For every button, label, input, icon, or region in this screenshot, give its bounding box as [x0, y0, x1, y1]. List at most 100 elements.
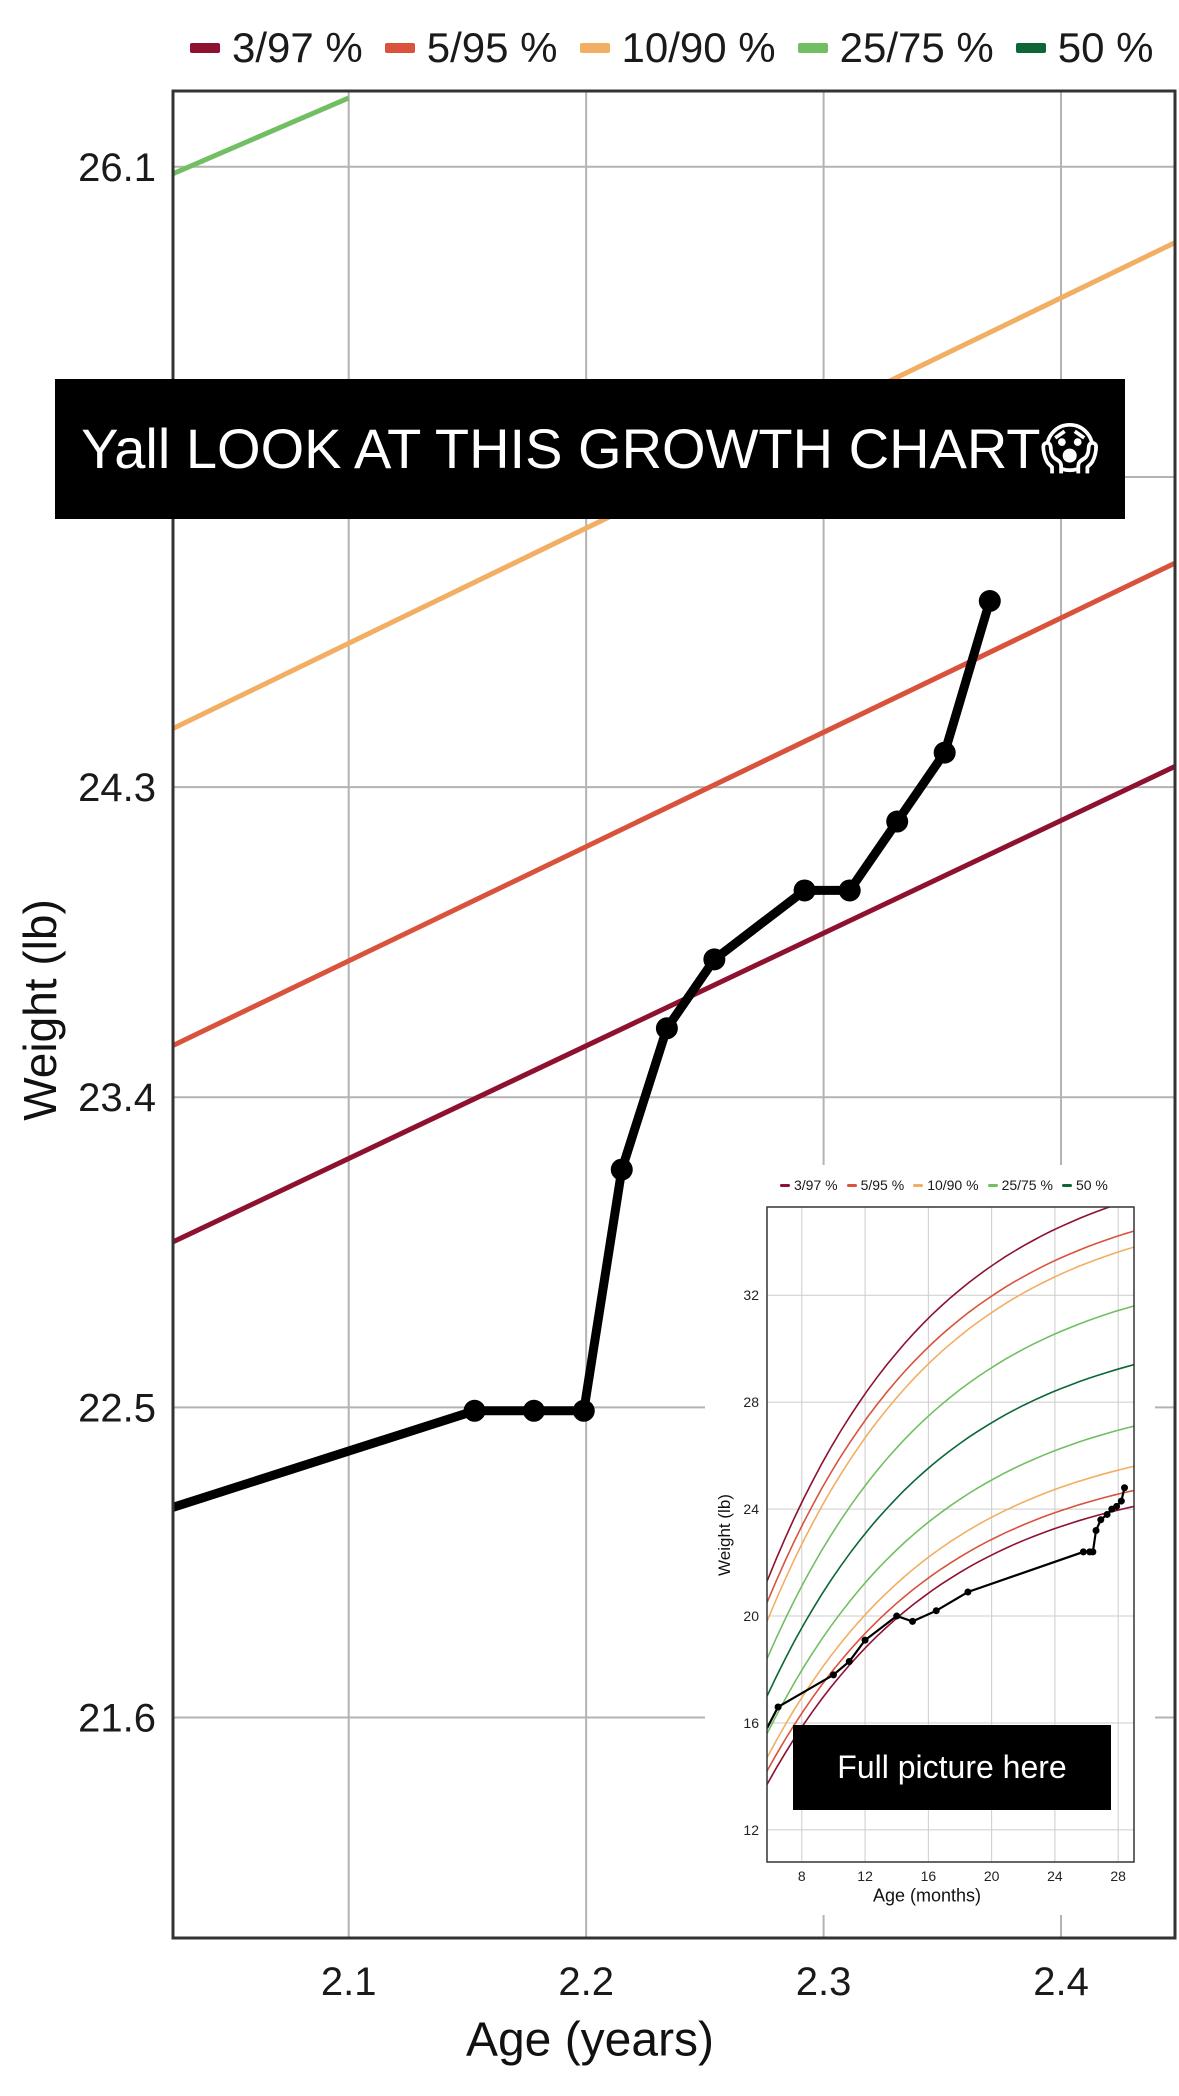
legend-swatch: [190, 43, 220, 53]
inset-y-tick-label: 28: [743, 1394, 759, 1410]
legend-swatch: [846, 1183, 857, 1187]
x-axis-label: Age (years): [465, 2013, 715, 2067]
inset-plot-frame: [766, 1206, 1135, 1863]
x-tick-label: 2.3: [796, 1960, 852, 2004]
data-point: [610, 1158, 633, 1181]
data-point: [886, 810, 909, 833]
percentile-line: [173, 764, 1175, 1245]
inset-y-tick-label: 32: [743, 1287, 759, 1303]
legend-swatch: [913, 1183, 924, 1187]
inset-plot-area: [767, 1207, 1134, 1785]
x-tick-label: 2.4: [1033, 1960, 1089, 2004]
inset-percentile-curve: [767, 1207, 1112, 1582]
data-point: [655, 1017, 678, 1040]
legend-label: 5/95 %: [860, 1177, 905, 1193]
inset-x-tick-label: 8: [798, 1868, 806, 1884]
inset-percentile-curve: [767, 1505, 1134, 1785]
inset-data-point: [1113, 1502, 1121, 1510]
inset-x-axis-label: Age (months): [872, 1885, 982, 1906]
y-tick-label: 26.1: [78, 146, 156, 190]
data-point: [522, 1399, 545, 1422]
legend-label: 25/75 %: [1001, 1177, 1053, 1193]
inset-data-point: [1092, 1526, 1100, 1534]
percentile-line: [173, 95, 350, 176]
legend-label: 5/95 %: [426, 24, 558, 71]
legend-label: 3/97 %: [232, 24, 363, 71]
inset-data-point: [893, 1612, 901, 1620]
inset-percentile-curve: [767, 1246, 1134, 1622]
data-point: [933, 741, 956, 764]
legend-swatch: [384, 43, 415, 53]
data-point: [978, 589, 1001, 612]
plot-frame: [171, 89, 1177, 1940]
inset-chart-plot: 12 16 20 24 28 32 8 12 16 20 24 28: [743, 1206, 1135, 1884]
legend-item: 25/75 %: [987, 1177, 1053, 1193]
inset-data-point: [1089, 1548, 1097, 1556]
inset-y-axis-label: Weight (lb): [715, 1494, 734, 1576]
inset-data-point: [1117, 1497, 1125, 1505]
inset-data-point: [1103, 1510, 1111, 1518]
inset-x-tick-label: 12: [857, 1868, 873, 1884]
legend-label: 50 %: [1075, 1177, 1108, 1193]
legend-item: 50 %: [1015, 24, 1154, 72]
legend-item: 10/90 %: [913, 1177, 979, 1193]
inset-data-point: [1079, 1548, 1087, 1556]
inset-data-point: [1121, 1484, 1129, 1492]
inset-data-point: [845, 1657, 853, 1665]
y-tick-label: 21.6: [78, 1696, 156, 1740]
inset-y-tick-label: 24: [743, 1501, 759, 1517]
x-tick-label: 2.1: [321, 1960, 377, 2004]
percentile-line: [173, 560, 1175, 1048]
legend-label: 10/90 %: [927, 1177, 979, 1193]
legend-label: 25/75 %: [839, 24, 994, 71]
inset-y-tick-label: 20: [743, 1608, 759, 1624]
y-axis-label: Weight (lb): [14, 899, 66, 1121]
legend-swatch: [780, 1183, 790, 1187]
legend-swatch: [1015, 43, 1046, 53]
legend-label: 3/97 %: [794, 1177, 838, 1193]
legend-item: 10/90 %: [579, 24, 776, 72]
inset-data-point: [964, 1588, 972, 1596]
data-point: [703, 948, 726, 971]
legend: 3/97 % 5/95 % 10/90 % 25/75 % 50 %: [190, 18, 1154, 78]
caption-banner: Yall LOOK AT THIS GROWTH CHART😱: [55, 379, 1125, 519]
inset-legend: 3/97 % 5/95 % 10/90 % 25/75 % 50 %: [780, 1177, 1108, 1193]
inset-percentile-curve: [767, 1489, 1134, 1772]
inset-data-point: [909, 1617, 917, 1625]
legend-swatch: [987, 1183, 998, 1187]
inset-percentile-curve: [767, 1230, 1134, 1604]
legend-item: 50 %: [1061, 1177, 1108, 1193]
data-point: [463, 1399, 486, 1422]
inset-y-tick-label: 12: [743, 1822, 759, 1838]
inset-data-point: [1097, 1516, 1105, 1524]
inset-full-chart: 12 16 20 24 28 32 8 12 16 20 24 28 3/97 % 5/95 % 10/9…: [705, 1165, 1155, 1915]
legend-label: 50 %: [1057, 24, 1154, 71]
inset-x-tick-label: 20: [984, 1868, 1000, 1884]
legend-item: 3/97 %: [190, 24, 363, 72]
y-tick-label: 22.5: [78, 1386, 156, 1430]
data-point: [793, 879, 816, 902]
inset-percentile-curve: [767, 1425, 1134, 1735]
legend-item: 25/75 %: [797, 24, 994, 72]
inset-data-point: [774, 1703, 782, 1711]
inset-y-tick-label: 16: [743, 1715, 759, 1731]
y-tick-label: 23.4: [78, 1076, 156, 1120]
legend-item: 5/95 %: [384, 24, 558, 72]
inset-x-tick-label: 16: [921, 1868, 937, 1884]
y-tick-label: 24.3: [78, 766, 156, 810]
inset-x-tick-label: 28: [1110, 1868, 1126, 1884]
inset-x-tick-label: 24: [1047, 1868, 1063, 1884]
x-tick-label: 2.2: [558, 1960, 614, 2004]
legend-swatch: [797, 43, 828, 53]
legend-swatch: [1061, 1183, 1072, 1187]
data-point: [838, 879, 861, 902]
inset-data-point: [861, 1636, 869, 1644]
legend-label: 10/90 %: [621, 24, 776, 71]
data-point: [572, 1399, 595, 1422]
legend-swatch: [579, 43, 610, 53]
inset-percentile-curve: [767, 1363, 1134, 1697]
inset-caption-banner: Full picture here: [793, 1725, 1111, 1810]
inset-percentile-curve: [767, 1465, 1134, 1759]
legend-item: 3/97 %: [780, 1177, 838, 1193]
inset-percentile-curve: [767, 1305, 1134, 1660]
